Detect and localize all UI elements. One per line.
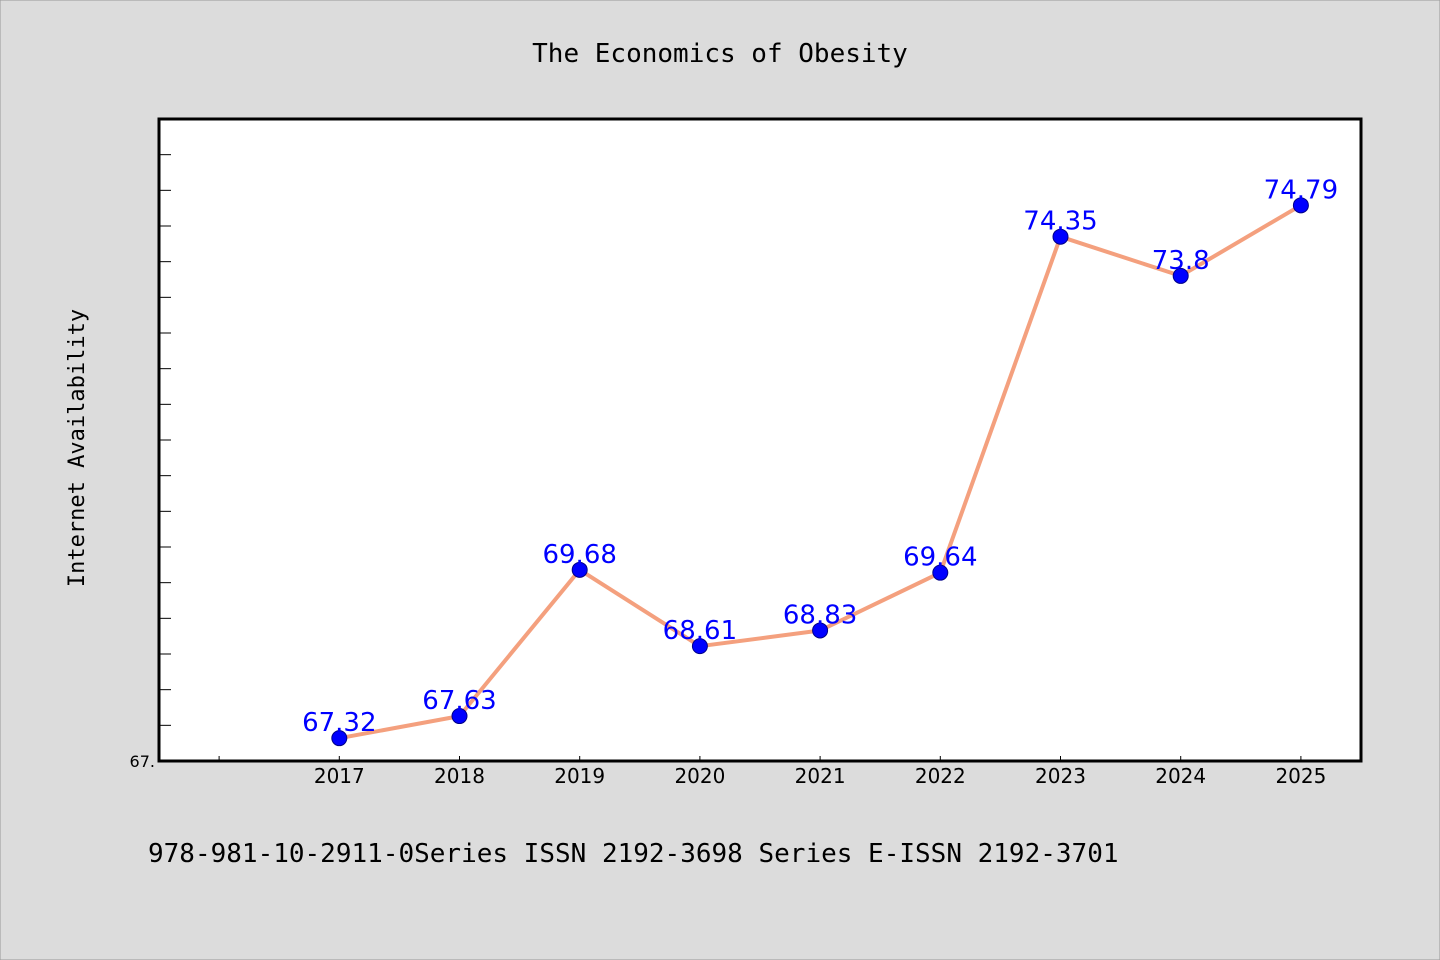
footer-note: 978-981-10-2911-0Series ISSN 2192-3698 S…: [148, 839, 1119, 869]
data-label: 68.83: [783, 600, 857, 630]
data-point: [1292, 197, 1309, 214]
x-tick-label: 2018: [434, 764, 485, 788]
x-tick-label: 2023: [1035, 764, 1086, 788]
plot-area: [157, 117, 1363, 763]
y-axis-label: Internet Availability: [65, 309, 90, 587]
data-label: 67.32: [302, 708, 376, 738]
x-axis-ticks: 2017 2018 2019 2020 2021 2022 2023 2024 2025: [218, 756, 1326, 788]
data-label: 69.68: [542, 540, 616, 570]
x-tick-label: 2022: [915, 764, 966, 788]
x-tick-label: 2017: [314, 764, 365, 788]
data-label: 74.35: [1023, 207, 1097, 237]
data-point: [812, 622, 829, 639]
data-point: [331, 730, 348, 747]
x-tick-label: 2021: [795, 764, 846, 788]
x-tick-label: 2024: [1155, 764, 1206, 788]
y-tick-label: 67.: [130, 752, 155, 771]
data-label: 69.64: [903, 543, 977, 573]
data-label: 67.63: [422, 686, 496, 716]
data-label: 74.79: [1264, 175, 1338, 205]
data-point: [1052, 228, 1069, 245]
data-label: 73.8: [1152, 246, 1210, 276]
x-tick-label: 2020: [674, 764, 725, 788]
data-point: [571, 561, 588, 578]
x-tick-label: 2025: [1275, 764, 1326, 788]
data-point: [451, 708, 468, 725]
chart-title: The Economics of Obesity: [532, 39, 908, 69]
data-point: [932, 564, 949, 581]
data-label: 68.61: [663, 616, 737, 646]
data-series: 67.32 67.63 69.68 68.61 68.83 69.64 74.35 73.8 7…: [302, 175, 1338, 747]
data-point: [691, 638, 708, 655]
y-axis-ticks: 67.: [130, 154, 171, 771]
x-tick-label: 2019: [554, 764, 605, 788]
data-point: [1172, 267, 1189, 284]
